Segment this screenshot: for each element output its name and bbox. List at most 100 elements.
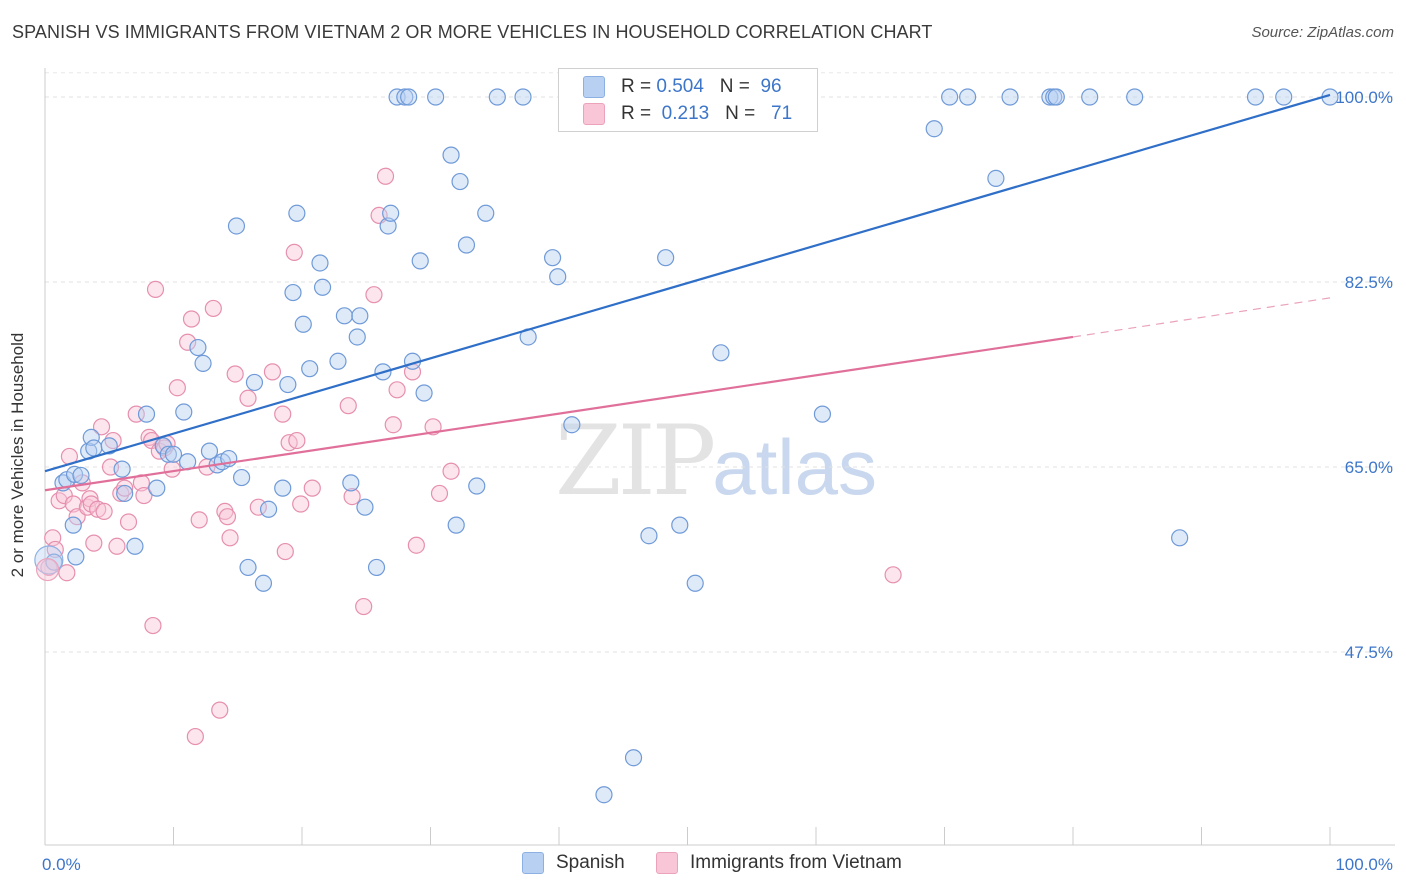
spanish-point — [113, 460, 131, 478]
spanish-point — [259, 500, 278, 518]
y-tick-label: 47.5% — [1345, 643, 1393, 662]
vietnam-point — [355, 597, 373, 616]
spanish-point — [1001, 88, 1019, 106]
spanish-point — [137, 405, 156, 423]
vietnam-n-value: 71 — [771, 103, 793, 124]
spanish-point — [941, 88, 959, 106]
spanish-point — [329, 352, 347, 370]
spanish-point — [1081, 88, 1099, 106]
vietnam-point — [343, 488, 361, 506]
spanish-n-label: N = — [719, 76, 750, 97]
vietnam-point — [168, 379, 186, 397]
y-tick-label: 82.5% — [1345, 273, 1393, 292]
vietnam-point — [186, 727, 204, 746]
spanish-point — [367, 558, 386, 577]
spanish-point — [335, 307, 354, 325]
spanish-point — [67, 548, 85, 566]
spanish-point — [254, 574, 273, 592]
vietnam-point — [204, 299, 222, 318]
chart-title: SPANISH VS IMMIGRANTS FROM VIETNAM 2 OR … — [12, 22, 933, 42]
legend-vietnam-label: Immigrants from Vietnam — [690, 852, 902, 873]
vietnam-point — [226, 365, 244, 383]
spanish-point — [294, 315, 312, 333]
spanish-point — [543, 249, 562, 267]
vietnam-point — [276, 542, 294, 561]
vietnam-point-large — [35, 557, 60, 582]
series-legend: Spanish Immigrants from Vietnam — [0, 852, 1406, 878]
legend-spanish-label: Spanish — [556, 852, 625, 873]
spanish-point — [348, 328, 366, 346]
vietnam-point — [50, 492, 68, 510]
vietnam-point — [190, 511, 208, 529]
spanish-point — [549, 268, 567, 286]
spanish-point — [233, 468, 251, 487]
spanish-point — [712, 344, 730, 362]
spanish-point — [313, 278, 332, 296]
spanish-point — [925, 120, 943, 138]
spanish-point — [488, 88, 506, 106]
vietnam-point — [218, 508, 237, 526]
legend-item-spanish: Spanish — [522, 852, 625, 874]
vietnam-n-label: N = — [725, 103, 756, 124]
vietnam-r-value: 0.213 — [661, 103, 710, 124]
vietnam-point — [116, 479, 134, 497]
vietnam-point — [442, 462, 460, 480]
correlation-legend: R = 0.504 N = 96 R = 0.213 N = 71 — [558, 68, 818, 132]
vietnam-point — [292, 495, 310, 513]
vietnam-r-label: R = — [621, 103, 652, 124]
spanish-point — [100, 437, 118, 455]
spanish-point — [356, 498, 374, 516]
spanish-point — [64, 516, 82, 534]
spanish-point — [442, 146, 460, 164]
spanish-point — [595, 786, 613, 804]
spanish-point — [126, 537, 144, 555]
vietnam-point — [58, 564, 76, 582]
x-tick-label-min: 0.0% — [42, 855, 81, 874]
spanish-n-value: 96 — [760, 76, 782, 97]
spanish-point — [116, 484, 134, 503]
vietnam-point — [239, 389, 257, 407]
vietnam-point — [46, 540, 64, 559]
watermark: ZIPatlas — [555, 405, 877, 517]
y-tick-label: 65.0% — [1345, 458, 1393, 477]
spanish-point — [477, 204, 495, 222]
spanish-point — [85, 439, 103, 457]
spanish-point — [447, 516, 465, 534]
spanish-point — [82, 428, 100, 446]
vietnam-point — [40, 558, 58, 577]
spanish-point — [239, 558, 257, 577]
spanish-point — [284, 283, 302, 302]
vietnam-point — [92, 418, 111, 436]
vietnam-point — [249, 498, 267, 516]
spanish-point — [563, 416, 581, 434]
spanish-point — [457, 236, 476, 254]
vietnam-point — [95, 502, 113, 520]
spanish-point — [194, 354, 212, 372]
vietnam-point — [119, 513, 138, 531]
spanish-trendline — [44, 93, 1331, 473]
spanish-point — [1171, 529, 1189, 547]
vietnam-point — [274, 405, 292, 423]
spanish-point — [245, 373, 264, 392]
vietnam-point — [430, 484, 449, 503]
vietnam-point — [263, 363, 282, 381]
spanish-point — [351, 307, 369, 325]
vietnam-point — [182, 310, 201, 328]
spanish-point — [1126, 88, 1144, 106]
spanish-point — [657, 249, 675, 267]
vietnam-swatch — [583, 103, 605, 125]
spanish-point — [227, 217, 246, 235]
spanish-point — [159, 445, 177, 463]
spanish-point — [379, 217, 397, 235]
spanish-r-value: 0.504 — [656, 76, 704, 97]
spanish-point — [987, 169, 1005, 187]
spanish-point-large — [34, 545, 64, 575]
vietnam-point — [163, 460, 181, 478]
spanish-swatch — [583, 76, 605, 98]
spanish-point — [175, 403, 193, 421]
spanish-point — [427, 88, 445, 106]
vietnam-point — [303, 479, 321, 497]
vietnam-trendline-extension — [1072, 297, 1331, 338]
spanish-point — [686, 574, 704, 592]
